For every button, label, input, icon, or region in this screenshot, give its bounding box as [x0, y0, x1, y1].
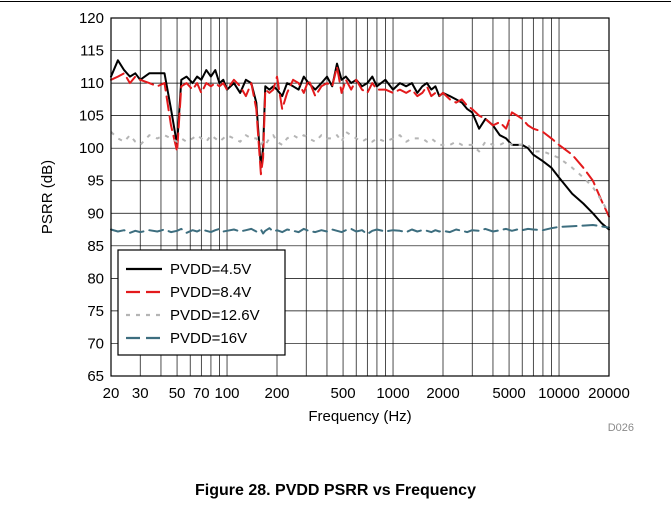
- x-tick-label: 10000: [538, 385, 580, 402]
- grid-lines: [110, 17, 610, 377]
- x-tick-label: 2000: [426, 385, 459, 402]
- y-tick-label: 105: [79, 108, 104, 125]
- x-tick-label: 200: [264, 385, 289, 402]
- x-tick-label: 50: [169, 385, 186, 402]
- y-tick-label: 90: [87, 205, 104, 222]
- y-tick-label: 70: [87, 335, 104, 352]
- series-line-1: [110, 59, 610, 231]
- x-tick-label: 20000: [588, 385, 630, 402]
- y-tick-label: 115: [80, 43, 104, 60]
- x-tick-label: 500: [331, 385, 356, 402]
- plot-frame: [110, 17, 610, 377]
- x-tick-label: 20: [103, 385, 120, 402]
- x-tick-label: 70: [193, 385, 210, 402]
- legend: PVDD=4.5V PVDD=8.4V PVDD=12.6V PVDD=16V: [117, 249, 286, 356]
- x-tick-labels: 20 30 50 70 100 200 500 1000 2000 5000 10000 20000: [103, 385, 630, 402]
- y-tick-label: 75: [87, 303, 104, 320]
- y-tick-label: 100: [79, 140, 104, 157]
- legend-label-2: PVDD=8.4V: [170, 284, 251, 301]
- x-tick-label: 30: [132, 385, 149, 402]
- series-line-2: [110, 65, 610, 218]
- x-axis-label: Frequency (Hz): [308, 408, 411, 425]
- series-line-3: [110, 130, 610, 214]
- y-tick-label: 80: [87, 270, 104, 287]
- legend-box: [117, 249, 286, 356]
- legend-label-4: PVDD=16V: [170, 330, 247, 347]
- x-tick-label: 100: [215, 385, 240, 402]
- series-line-4: [110, 224, 610, 236]
- figure-code: D026: [608, 422, 634, 434]
- y-tick-label: 65: [87, 368, 104, 385]
- figure-caption: Figure 28. PVDD PSRR vs Frequency: [195, 482, 476, 499]
- legend-label-3: PVDD=12.6V: [170, 307, 260, 324]
- y-tick-label: 85: [87, 238, 104, 255]
- x-tick-label: 1000: [376, 385, 409, 402]
- y-tick-label: 110: [80, 75, 104, 92]
- y-tick-labels: 65 70 75 80 85 90 95 100 105 110 115 120: [79, 10, 104, 385]
- y-tick-label: 120: [79, 10, 104, 27]
- series-lines: [110, 59, 610, 236]
- y-tick-label: 95: [87, 173, 104, 190]
- y-axis-label: PSRR (dB): [39, 160, 56, 234]
- x-tick-label: 5000: [492, 385, 525, 402]
- legend-label-1: PVDD=4.5V: [170, 261, 251, 278]
